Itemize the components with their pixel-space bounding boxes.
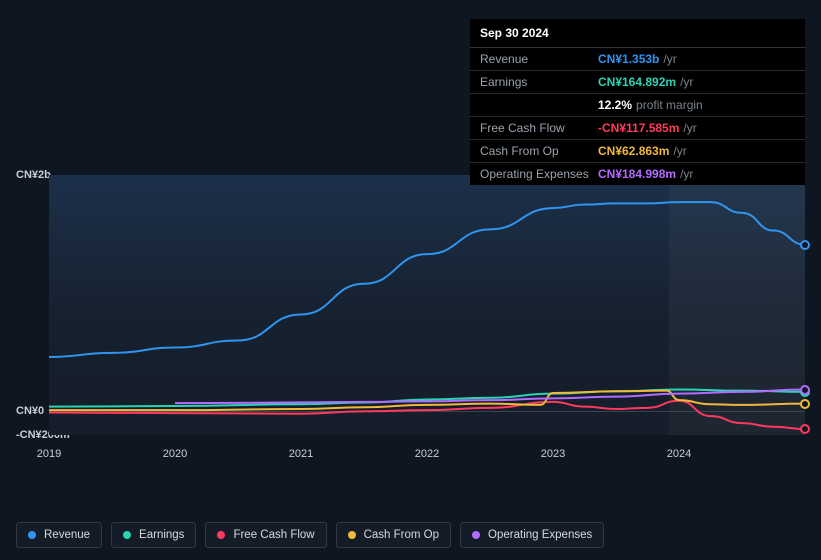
x-tick-label: 2023 (541, 448, 565, 460)
tooltip-metric-unit: /yr (680, 75, 693, 89)
series-line (49, 202, 805, 357)
x-tick-label: 2019 (37, 448, 61, 460)
series-line (175, 390, 805, 404)
tooltip-metric-label: Revenue (480, 52, 598, 66)
y-tick-label: CN¥2b (16, 169, 51, 181)
legend-item[interactable]: Cash From Op (336, 522, 451, 548)
tooltip-row: Cash From OpCN¥62.863m/yr (470, 140, 805, 163)
x-tick-label: 2022 (415, 448, 439, 460)
tooltip-metric-unit: /yr (673, 144, 686, 158)
data-tooltip: Sep 30 2024 RevenueCN¥1.353b/yrEarningsC… (470, 19, 805, 185)
x-tick-label: 2024 (667, 448, 691, 460)
y-tick-label: CN¥0 (16, 405, 44, 417)
legend-label: Cash From Op (364, 529, 439, 541)
tooltip-row: EarningsCN¥164.892m/yr (470, 71, 805, 94)
series-end-marker (800, 240, 810, 250)
legend-dot (123, 531, 131, 539)
tooltip-row: Operating ExpensesCN¥184.998m/yr (470, 163, 805, 185)
legend-dot (472, 531, 480, 539)
chart-lines (49, 175, 805, 435)
tooltip-metric-value: CN¥164.892m (598, 75, 676, 89)
tooltip-row: Free Cash Flow-CN¥117.585m/yr (470, 117, 805, 140)
x-tick-label: 2020 (163, 448, 187, 460)
tooltip-metric-unit: /yr (663, 52, 676, 66)
tooltip-row: 12.2% profit margin (470, 94, 805, 117)
legend-dot (217, 531, 225, 539)
tooltip-metric-label: Operating Expenses (480, 167, 598, 181)
tooltip-row: RevenueCN¥1.353b/yr (470, 48, 805, 71)
legend-label: Earnings (139, 529, 184, 541)
tooltip-date: Sep 30 2024 (470, 19, 805, 48)
series-end-marker (800, 424, 810, 434)
series-end-marker (800, 399, 810, 409)
tooltip-metric-unit: profit margin (636, 98, 703, 112)
tooltip-metric-label: Cash From Op (480, 144, 598, 158)
x-tick-label: 2021 (289, 448, 313, 460)
legend-label: Operating Expenses (488, 529, 592, 541)
tooltip-metric-value: -CN¥117.585m (598, 121, 679, 135)
tooltip-metric-label: Earnings (480, 75, 598, 89)
tooltip-metric-unit: /yr (680, 167, 693, 181)
legend-item[interactable]: Operating Expenses (460, 522, 604, 548)
tooltip-metric-value: CN¥1.353b (598, 52, 659, 66)
legend-item[interactable]: Revenue (16, 522, 102, 548)
legend-dot (28, 531, 36, 539)
legend-item[interactable]: Free Cash Flow (205, 522, 326, 548)
tooltip-metric-value: 12.2% (598, 98, 632, 112)
chart: CN¥2bCN¥0-CN¥200m 2019202020212022202320… (16, 160, 805, 475)
tooltip-metric-value: CN¥62.863m (598, 144, 669, 158)
tooltip-metric-label (480, 98, 598, 112)
legend-item[interactable]: Earnings (111, 522, 196, 548)
legend-label: Revenue (44, 529, 90, 541)
legend: Revenue Earnings Free Cash Flow Cash From O… (16, 522, 604, 548)
series-end-marker (800, 385, 810, 395)
tooltip-metric-label: Free Cash Flow (480, 121, 598, 135)
tooltip-metric-unit: /yr (683, 121, 696, 135)
legend-label: Free Cash Flow (233, 529, 314, 541)
legend-dot (348, 531, 356, 539)
tooltip-metric-value: CN¥184.998m (598, 167, 676, 181)
